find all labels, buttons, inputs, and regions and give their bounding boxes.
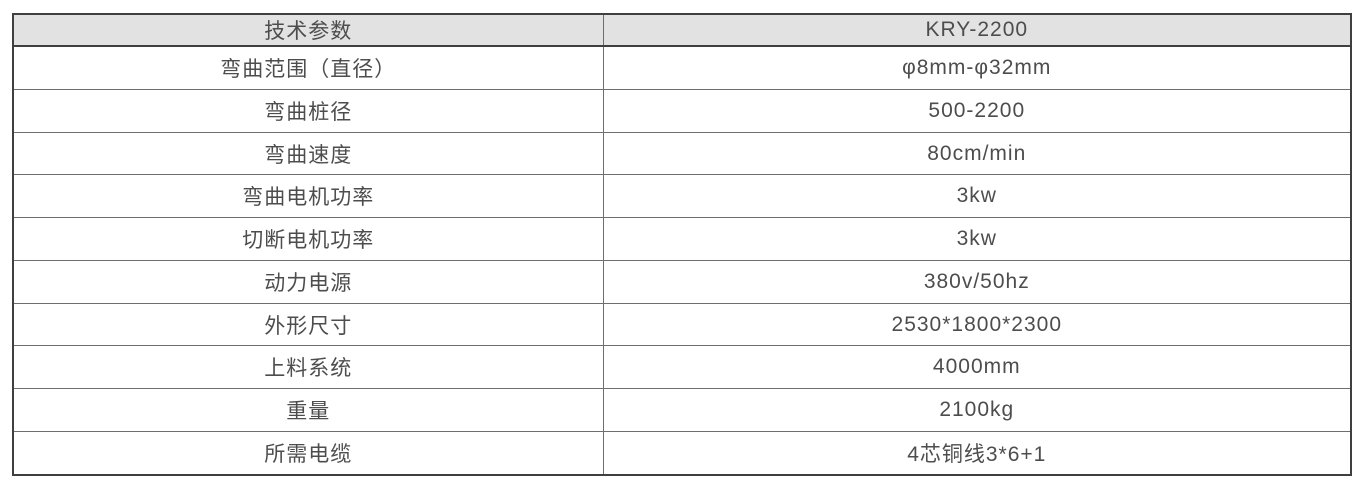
param-cell: 弯曲桩径 xyxy=(12,88,604,133)
table-row: 弯曲电机功率 3kw xyxy=(12,174,1352,219)
table-row: 上料系统 4000mm xyxy=(12,345,1352,390)
value-cell: φ8mm-φ32mm xyxy=(602,45,1352,90)
param-cell: 弯曲电机功率 xyxy=(12,174,604,219)
param-cell: 切断电机功率 xyxy=(12,217,604,261)
value-cell: 2530*1800*2300 xyxy=(602,302,1352,347)
table-row: 弯曲速度 80cm/min xyxy=(12,131,1352,176)
header-param-cell: 技术参数 xyxy=(12,13,604,47)
table-row: 切断电机功率 3kw xyxy=(12,217,1352,261)
param-cell: 动力电源 xyxy=(12,259,604,304)
value-cell: 2100kg xyxy=(602,388,1352,432)
specs-table: 技术参数 KRY-2200 弯曲范围（直径） φ8mm-φ32mm 弯曲桩径 5… xyxy=(12,13,1352,476)
param-cell: 弯曲范围（直径） xyxy=(12,45,604,90)
header-model-cell: KRY-2200 xyxy=(602,13,1352,47)
table-row: 弯曲范围（直径） φ8mm-φ32mm xyxy=(12,45,1352,90)
param-cell: 重量 xyxy=(12,388,604,432)
value-cell: 500-2200 xyxy=(602,88,1352,133)
param-cell: 上料系统 xyxy=(12,345,604,390)
param-cell: 弯曲速度 xyxy=(12,131,604,176)
value-cell: 380v/50hz xyxy=(602,259,1352,304)
value-cell: 4芯铜线3*6+1 xyxy=(602,430,1352,476)
value-cell: 80cm/min xyxy=(602,131,1352,176)
table-row: 所需电缆 4芯铜线3*6+1 xyxy=(12,430,1352,476)
value-cell: 4000mm xyxy=(602,345,1352,390)
param-cell: 所需电缆 xyxy=(12,430,604,476)
table-row: 动力电源 380v/50hz xyxy=(12,259,1352,304)
value-cell: 3kw xyxy=(602,217,1352,261)
table-row: 外形尺寸 2530*1800*2300 xyxy=(12,302,1352,347)
param-cell: 外形尺寸 xyxy=(12,302,604,347)
table-row: 重量 2100kg xyxy=(12,388,1352,432)
table-row: 弯曲桩径 500-2200 xyxy=(12,88,1352,133)
value-cell: 3kw xyxy=(602,174,1352,219)
table-header-row: 技术参数 KRY-2200 xyxy=(12,13,1352,47)
